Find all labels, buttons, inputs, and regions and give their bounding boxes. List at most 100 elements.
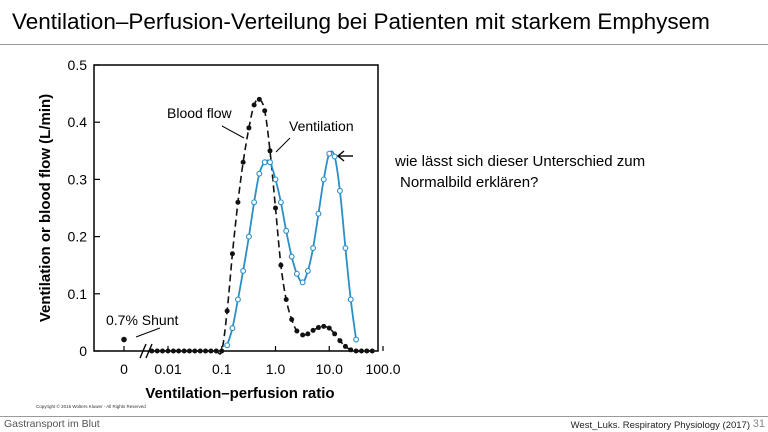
blood-flow-point xyxy=(176,348,182,354)
x-tick-label: 100.0 xyxy=(365,361,400,377)
blood-flow-point xyxy=(197,348,203,354)
x-axis-label: Ventilation–perfusion ratio xyxy=(145,385,334,402)
ventilation-point xyxy=(342,245,349,251)
blood-flow-point xyxy=(235,199,241,205)
arrow-icon xyxy=(336,150,353,162)
ventilation-point xyxy=(336,187,343,194)
ventilation-point xyxy=(234,296,241,303)
x-tick-label: 10.0 xyxy=(316,361,343,377)
blood-flow-point xyxy=(300,332,306,338)
ventilation-point xyxy=(283,227,290,234)
annotation-shunt-leader xyxy=(135,327,161,338)
annotation-ventilation: Ventilation xyxy=(289,118,354,134)
blood-flow-point xyxy=(332,331,338,337)
annotation-shunt: 0.7% Shunt xyxy=(106,312,178,328)
x-tick-label: 0.1 xyxy=(212,361,232,377)
blood-flow-point xyxy=(358,348,364,354)
ventilation-point xyxy=(304,267,311,274)
blood-flow-point xyxy=(192,348,198,354)
ventilation-point xyxy=(347,296,354,303)
ventilation-point xyxy=(277,199,284,206)
blood-flow-point xyxy=(315,325,321,331)
blood-flow-point xyxy=(348,347,354,353)
blood-flow-point xyxy=(219,348,225,354)
shunt-point xyxy=(121,336,127,343)
footer-divider xyxy=(0,416,768,417)
title-divider xyxy=(0,44,768,45)
blood-flow-point xyxy=(326,325,332,331)
y-tick-label: 0.5 xyxy=(68,57,88,73)
blood-flow-point xyxy=(165,348,171,354)
series-blood-flow xyxy=(149,96,375,355)
ventilation-point xyxy=(256,170,263,177)
blood-flow-point xyxy=(321,323,327,329)
blood-flow-point xyxy=(181,348,187,354)
ventilation-point xyxy=(267,159,273,166)
ventilation-point xyxy=(245,233,252,240)
ventilation-line xyxy=(226,150,357,346)
y-tick-label: 0.4 xyxy=(68,114,88,130)
blood-flow-line xyxy=(151,98,373,355)
blood-flow-point xyxy=(294,328,300,334)
page-number: 31 xyxy=(752,418,765,430)
blood-flow-point xyxy=(337,338,343,344)
slide-title: Ventilation–Perfusion-Verteilung bei Pat… xyxy=(12,9,710,34)
y-tick-label: 0.1 xyxy=(68,286,88,302)
blood-flow-point xyxy=(262,108,268,114)
y-axis-ticks: 0 0.1 0.2 0.3 0.4 0.5 xyxy=(68,57,100,359)
blood-flow-point xyxy=(353,348,359,354)
annotation-ventilation-leader xyxy=(275,137,291,153)
y-tick-label: 0.2 xyxy=(68,229,88,245)
ventilation-point xyxy=(326,150,333,157)
blood-flow-point xyxy=(186,348,192,354)
y-tick-label: 0.3 xyxy=(68,171,88,187)
copyright-notice: Copyright © 2016 Wolters Kluwer - All Ri… xyxy=(36,404,146,409)
blood-flow-point xyxy=(342,343,348,349)
x-tick-label: 0.01 xyxy=(154,361,181,377)
blood-flow-point xyxy=(213,348,219,354)
ventilation-point xyxy=(353,336,360,343)
x-tick-label: 1.0 xyxy=(266,361,286,377)
blood-flow-point xyxy=(208,348,214,354)
x-tick-label: 0 xyxy=(120,361,128,377)
ventilation-point xyxy=(310,245,317,251)
axis-break-marks xyxy=(139,343,153,359)
blood-flow-point xyxy=(267,148,273,154)
blood-flow-point xyxy=(256,96,262,102)
ventilation-point xyxy=(240,267,247,274)
y-axis-label: Ventilation or blood flow (L/min) xyxy=(37,94,54,322)
ventilation-point xyxy=(261,159,268,166)
ventilation-point xyxy=(224,342,231,349)
blood-flow-point xyxy=(289,317,295,323)
blood-flow-point xyxy=(159,348,165,354)
blood-flow-point xyxy=(364,348,370,354)
footer-source: West_Luks. Respiratory Physiology (2017) xyxy=(570,420,750,431)
question-line-2: Normalbild erklären? xyxy=(400,174,539,191)
question-note: wie lässt sich dieser Unterschied zum No… xyxy=(395,151,725,193)
ventilation-point xyxy=(293,270,300,277)
blood-flow-point xyxy=(154,348,160,354)
ventilation-point xyxy=(331,153,338,160)
ventilation-point xyxy=(299,279,306,286)
plot-frame xyxy=(93,64,379,352)
blood-flow-point xyxy=(369,348,375,354)
blood-flow-point xyxy=(149,348,155,354)
annotation-blood-flow: Blood flow xyxy=(167,105,232,121)
ventilation-point xyxy=(315,210,322,217)
blood-flow-point xyxy=(305,331,311,337)
blood-flow-point xyxy=(310,327,316,333)
blood-flow-point xyxy=(203,348,209,354)
ventilation-point xyxy=(320,176,327,183)
footer-topic: Gastransport im Blut xyxy=(4,418,100,430)
annotation-blood-flow-leader xyxy=(221,125,245,139)
blood-flow-point xyxy=(246,125,252,131)
blood-flow-point xyxy=(273,205,278,211)
series-ventilation xyxy=(224,150,360,349)
question-line-1: wie lässt sich dieser Unterschied zum xyxy=(395,153,646,170)
ventilation-point xyxy=(288,253,295,260)
ventilation-point xyxy=(229,325,236,332)
blood-flow-point xyxy=(240,159,246,165)
y-tick-label: 0 xyxy=(79,343,87,359)
blood-flow-point xyxy=(170,348,176,354)
